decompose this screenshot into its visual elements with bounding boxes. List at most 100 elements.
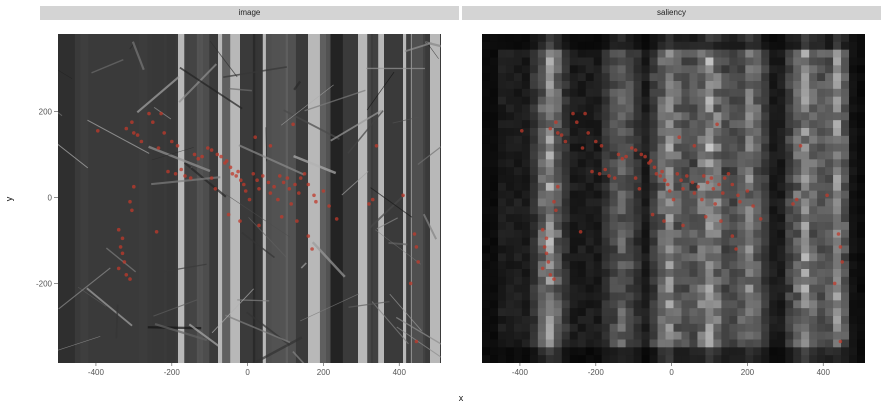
data-point: [96, 129, 100, 133]
data-point: [700, 197, 704, 202]
data-point: [162, 131, 166, 135]
data-point: [228, 165, 233, 170]
data-point: [612, 176, 617, 180]
data-point: [559, 133, 564, 137]
data-point: [132, 184, 136, 189]
data-point: [825, 193, 829, 198]
data-point: [130, 208, 134, 213]
data-point: [408, 281, 413, 286]
data-point: [662, 219, 666, 223]
data-point: [556, 131, 560, 135]
data-point: [633, 148, 638, 152]
data-point: [209, 176, 214, 180]
data-point: [302, 172, 307, 176]
data-point: [239, 178, 243, 182]
data-point: [238, 219, 242, 223]
data-point: [794, 197, 799, 202]
data-point: [571, 111, 575, 116]
data-point: [637, 187, 642, 191]
data-point: [120, 251, 125, 256]
data-point: [128, 199, 132, 204]
data-point: [268, 144, 273, 148]
data-point: [209, 148, 214, 152]
data-point: [563, 139, 568, 144]
data-point: [726, 172, 731, 176]
data-point: [327, 204, 331, 208]
data-point: [173, 172, 178, 176]
data-point: [575, 120, 579, 124]
data-point: [554, 208, 558, 213]
y-tick-label: 200: [39, 107, 53, 116]
x-tick-label: 0: [245, 368, 250, 377]
data-point: [128, 277, 132, 281]
data-point: [297, 191, 301, 195]
data-point: [607, 174, 611, 178]
data-point: [255, 178, 259, 182]
data-point: [367, 202, 371, 206]
data-point: [721, 191, 725, 195]
data-point: [838, 339, 843, 344]
data-point: [234, 174, 238, 178]
data-point: [690, 180, 695, 185]
data-point: [552, 199, 556, 204]
x-tick-label: 400: [393, 368, 407, 377]
data-point: [677, 135, 681, 139]
data-point: [685, 174, 689, 178]
x-tick-label: 200: [317, 368, 331, 377]
data-point: [206, 146, 210, 150]
data-point: [124, 273, 129, 277]
data-point: [586, 131, 590, 135]
data-point: [616, 152, 621, 157]
x-tick-label: -200: [164, 368, 181, 377]
data-point: [196, 156, 201, 161]
data-point: [624, 154, 628, 159]
data-point: [722, 176, 727, 180]
data-point: [838, 245, 843, 249]
data-point: [711, 187, 716, 191]
data-point: [663, 178, 667, 182]
data-point: [681, 223, 685, 228]
data-point: [643, 154, 647, 159]
data-point: [370, 197, 375, 202]
data-point: [520, 129, 524, 133]
data-point: [667, 189, 672, 193]
data-point: [132, 131, 136, 135]
data-point: [671, 197, 676, 202]
data-point: [215, 152, 220, 157]
data-point: [416, 260, 421, 264]
data-point: [758, 217, 763, 221]
data-point: [730, 182, 735, 187]
data-point: [321, 189, 326, 193]
data-point: [130, 120, 134, 124]
data-point: [118, 245, 123, 249]
x-tick-label: 200: [741, 368, 755, 377]
data-point: [597, 172, 602, 176]
data-point: [836, 232, 841, 236]
data-point: [702, 174, 706, 178]
x-tick-label: 0: [669, 368, 674, 377]
data-point: [253, 135, 257, 139]
data-point: [183, 174, 187, 178]
x-tick-label: -400: [88, 368, 105, 377]
data-point: [681, 187, 685, 191]
data-point: [751, 204, 755, 208]
data-point: [554, 120, 558, 124]
data-point: [583, 111, 587, 116]
data-point: [242, 182, 246, 187]
data-point: [236, 169, 240, 174]
data-point: [692, 144, 697, 148]
data-point: [696, 184, 700, 189]
data-point: [544, 236, 549, 241]
data-point: [738, 199, 742, 204]
data-point: [281, 180, 286, 185]
data-point: [310, 247, 314, 251]
data-point: [580, 146, 585, 150]
data-point: [116, 227, 121, 232]
data-point: [540, 266, 545, 271]
axes: -400 -200 0 200 400 -400 -200 0 200 400 200 0 -200: [36, 107, 831, 377]
data-point: [715, 122, 719, 127]
data-point: [734, 247, 738, 251]
data-point: [679, 178, 683, 182]
x-tick-label: -400: [512, 368, 529, 377]
